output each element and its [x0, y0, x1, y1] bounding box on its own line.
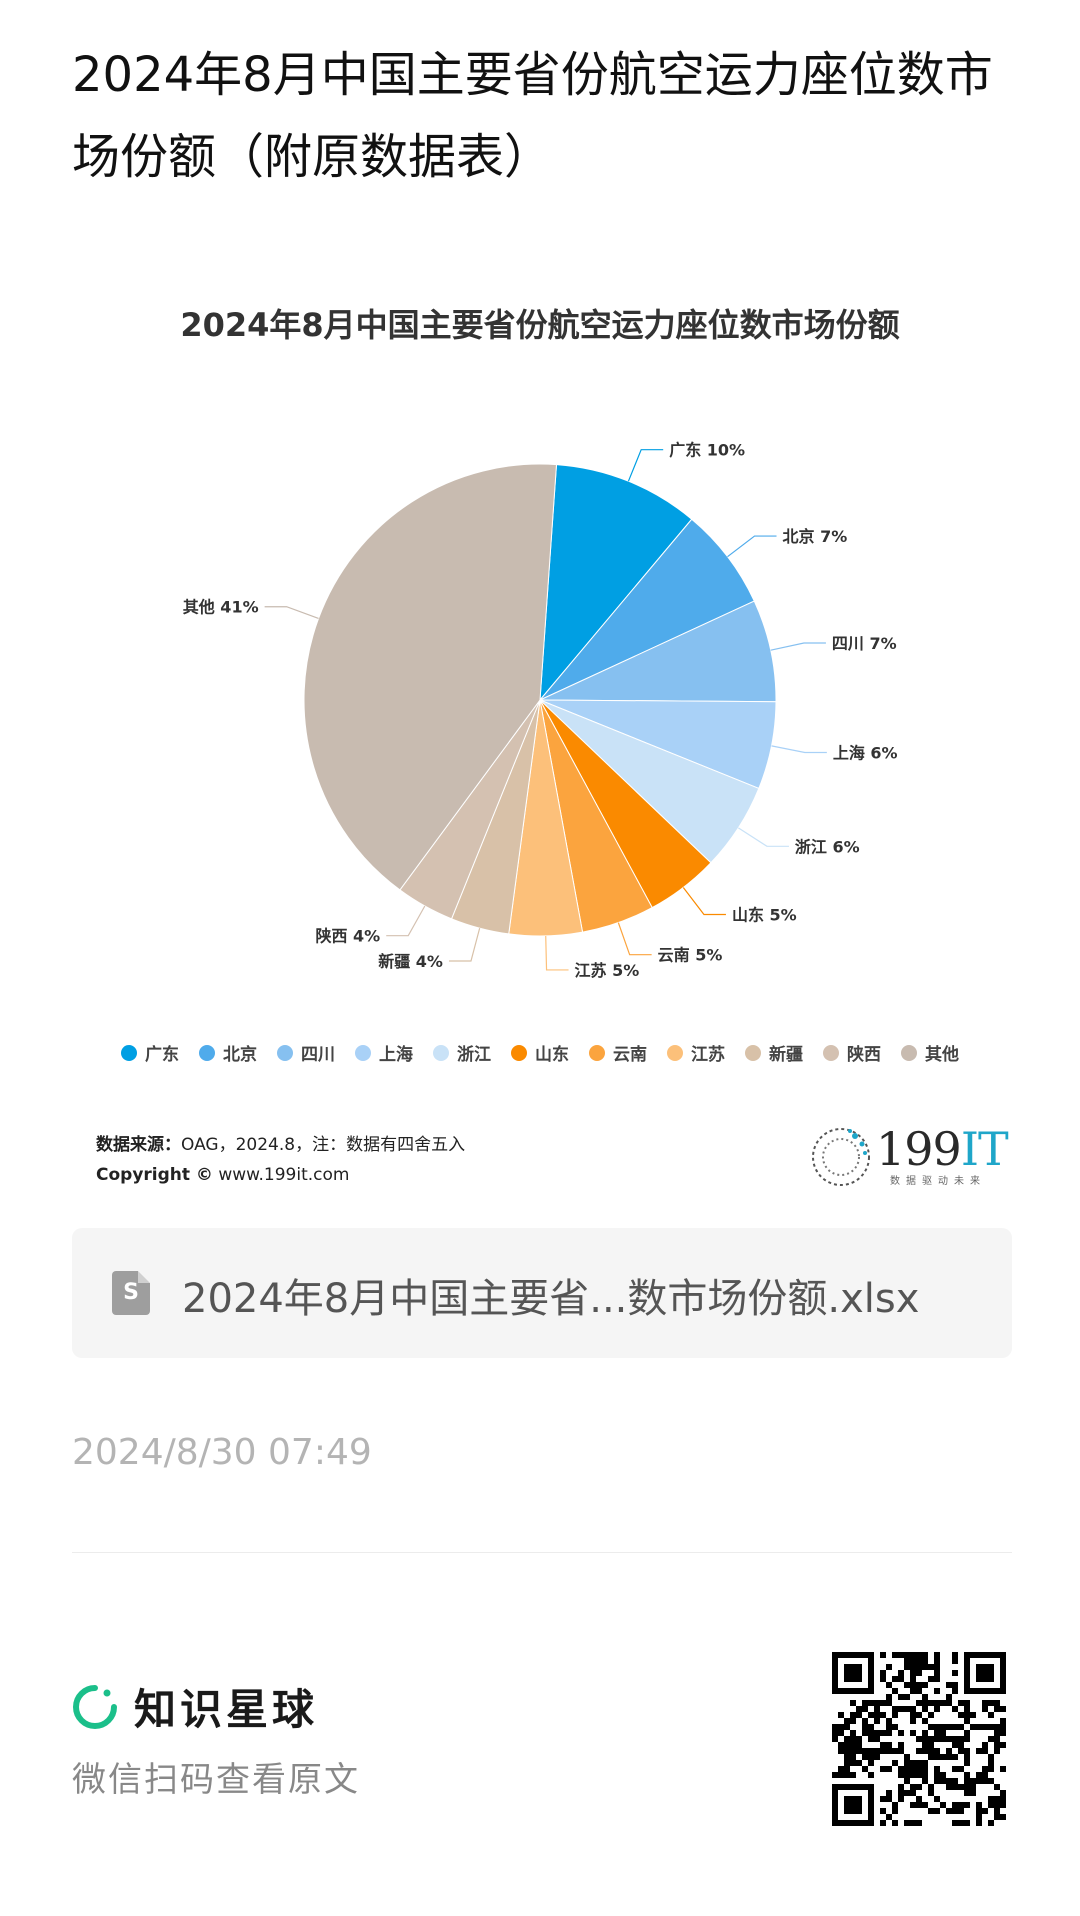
legend-item-9: 陕西	[823, 1040, 881, 1065]
pie-chart: 广东 10% 北京 7% 四川 7% 上海 6% 浙江 6% 山东 5% 云南 5% 江苏 5…	[183, 441, 898, 980]
legend-dot-icon	[901, 1044, 917, 1061]
legend-dot-icon	[511, 1044, 527, 1061]
legend-item-8: 新疆	[745, 1040, 803, 1065]
legend-dot-icon	[589, 1044, 605, 1061]
pie-leader-line-3	[771, 745, 827, 754]
legend-dot-icon	[823, 1044, 839, 1061]
data-source: 数据来源：OAG，2024.8，注：数据有四舍五入 Copyright © ww…	[96, 1130, 465, 1190]
legend-item-1: 北京	[199, 1040, 257, 1065]
brand-row: 知识星球	[72, 1676, 318, 1737]
legend-dot-icon	[355, 1044, 371, 1061]
pie-leader-line-7	[545, 935, 569, 971]
copyright-label: Copyright ©	[96, 1165, 213, 1185]
brand-name: 知识星球	[134, 1685, 319, 1734]
logo-199it: 199IT 数据驱动未来	[810, 1122, 1010, 1192]
legend-label: 浙江	[457, 1045, 491, 1065]
chart-legend: 广东 北京 四川 上海 浙江 山东 云南 江苏 新疆 陕西 其他	[0, 1040, 1080, 1065]
legend-dot-icon	[745, 1044, 761, 1061]
copyright-text: www.199it.com	[218, 1165, 350, 1185]
pie-label-10: 其他 41%	[183, 598, 259, 617]
divider	[72, 1552, 1012, 1553]
zsxq-logo-icon	[73, 1684, 117, 1729]
legend-item-10: 其他	[901, 1040, 959, 1065]
legend-item-7: 江苏	[667, 1040, 725, 1065]
pie-label-5: 山东 5%	[732, 906, 797, 925]
source-text: OAG，2024.8，注：数据有四舍五入	[181, 1135, 466, 1155]
legend-item-4: 浙江	[433, 1040, 491, 1065]
pie-slice-2	[539, 600, 777, 703]
legend-item-6: 云南	[589, 1040, 647, 1065]
pie-leader-line-2	[770, 642, 826, 651]
legend-label: 上海	[379, 1045, 413, 1065]
qr-code[interactable]	[832, 1652, 1006, 1826]
pie-leader-line-10	[264, 606, 319, 620]
pie-leader-line-8	[448, 928, 481, 962]
legend-label: 云南	[613, 1045, 647, 1065]
post-timestamp: 2024/8/30 07:49	[72, 1432, 372, 1473]
source-label: 数据来源：	[96, 1135, 181, 1155]
legend-label: 陕西	[847, 1045, 881, 1065]
spreadsheet-file-icon: S	[112, 1271, 150, 1315]
legend-item-3: 上海	[355, 1040, 413, 1065]
pie-leader-line-6	[617, 922, 652, 956]
pie-label-6: 云南 5%	[658, 946, 723, 965]
legend-label: 山东	[535, 1045, 569, 1065]
pie-label-3: 上海 6%	[833, 743, 898, 762]
attachment-file-card[interactable]: S 2024年8月中国主要省...数市场份额.xlsx	[72, 1228, 1012, 1358]
legend-label: 江苏	[691, 1045, 725, 1065]
legend-label: 北京	[223, 1045, 257, 1065]
pie-leader-line-5	[682, 887, 726, 916]
legend-label: 新疆	[769, 1045, 803, 1065]
page-title: 2024年8月中国主要省份航空运力座位数市场份额（附原数据表）	[72, 47, 993, 185]
pie-label-4: 浙江 6%	[795, 837, 860, 856]
legend-item-5: 山东	[511, 1040, 569, 1065]
pie-label-9: 陕西 4%	[315, 927, 380, 946]
legend-label: 广东	[145, 1045, 179, 1065]
logo-mark-icon	[812, 1128, 870, 1186]
legend-label: 四川	[301, 1045, 335, 1065]
pie-label-1: 北京 7%	[783, 527, 848, 546]
attachment-file-name: 2024年8月中国主要省...数市场份额.xlsx	[182, 1276, 920, 1322]
pie-label-7: 江苏 5%	[575, 961, 640, 980]
chart-title: 2024年8月中国主要省份航空运力座位数市场份额	[180, 306, 900, 344]
legend-item-0: 广东	[121, 1040, 179, 1065]
pie-label-8: 新疆 4%	[378, 952, 443, 971]
legend-label: 其他	[925, 1045, 959, 1065]
pie-label-2: 四川 7%	[832, 634, 897, 653]
legend-dot-icon	[121, 1044, 137, 1061]
pie-label-0: 广东 10%	[669, 441, 745, 460]
pie-slice-1	[539, 518, 755, 701]
pie-leader-line-9	[386, 905, 426, 937]
scan-hint: 微信扫码查看原文	[72, 1760, 360, 1800]
logo-text: 199IT	[876, 1122, 1009, 1176]
pie-slice-10	[303, 463, 558, 891]
legend-dot-icon	[199, 1044, 215, 1061]
pie-leader-line-0	[627, 449, 664, 482]
pie-leader-line-4	[738, 827, 789, 847]
legend-dot-icon	[277, 1044, 293, 1061]
legend-dot-icon	[433, 1044, 449, 1061]
legend-dot-icon	[667, 1044, 683, 1061]
logo-slogan: 数据驱动未来	[890, 1176, 986, 1187]
legend-item-2: 四川	[277, 1040, 335, 1065]
pie-leader-line-1	[727, 535, 777, 558]
